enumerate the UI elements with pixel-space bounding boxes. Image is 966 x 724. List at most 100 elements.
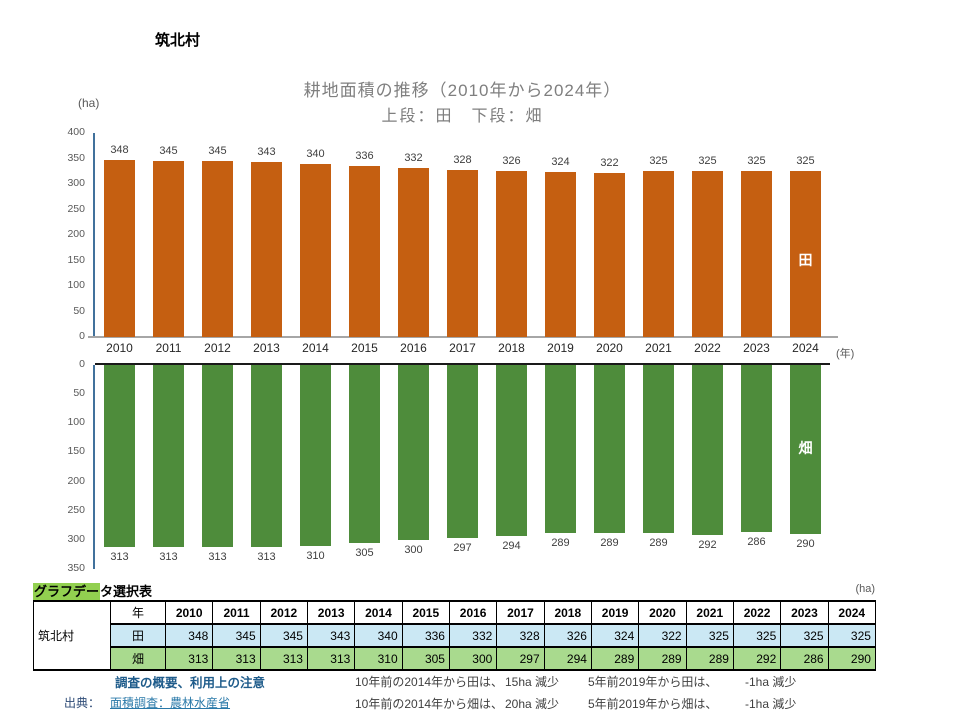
y-axis-tick-label: 400	[67, 126, 85, 138]
table-value-cell: 289	[638, 646, 687, 671]
bar-畑	[643, 365, 674, 534]
table-year-header-cell: 2024	[827, 600, 876, 625]
bar-畑	[251, 365, 282, 548]
x-axis-year-label: 2023	[743, 341, 770, 355]
table-year-header-cell: 2016	[448, 600, 498, 625]
bar-value-label: 313	[110, 551, 129, 564]
x-axis-year-label: 2018	[498, 341, 525, 355]
table-year-header-cell: 2018	[543, 600, 592, 625]
table-value-cell: 336	[401, 623, 450, 648]
x-axis-year-label: 2016	[400, 341, 427, 355]
bar-田	[202, 161, 233, 337]
table-year-header-cell: 2017	[496, 600, 545, 625]
bar-value-label: 297	[453, 542, 472, 555]
x-axis-year-label: 2010	[106, 341, 133, 355]
series-label-畑: 畑	[798, 440, 813, 456]
bar-畑	[202, 365, 233, 548]
bar-畑	[594, 365, 625, 534]
y-axis-tick-label: 100	[67, 416, 85, 429]
bar-畑	[496, 365, 527, 537]
bar-田	[692, 171, 723, 337]
y-axis-tick-label: 50	[73, 304, 85, 317]
table-value-cell: 289	[685, 646, 734, 671]
table-value-cell: 326	[543, 623, 592, 648]
table-row: 畑 313 313 313 313 310 305 300 297 294 289 289 289 292…	[33, 646, 876, 671]
bar-value-label: 313	[257, 551, 276, 564]
y-axis-tick-label: 50	[73, 387, 85, 400]
source-link[interactable]: 面積調査：農林水産省	[110, 696, 231, 710]
bar-value-label: 332	[404, 151, 423, 164]
table-region-cell: 筑北村	[33, 600, 111, 671]
table-value-cell: 292	[732, 646, 782, 671]
bar-value-label: 289	[551, 537, 570, 550]
table-value-cell: 313	[259, 646, 308, 671]
series-label-田: 田	[798, 252, 813, 268]
bar-value-label: 345	[159, 145, 178, 158]
change-note-text: -1ha 減少	[745, 697, 797, 711]
x-axis-unit-label: (年)	[836, 348, 855, 360]
bar-田	[153, 161, 184, 337]
bar-田	[741, 171, 772, 337]
bar-value-label: 305	[355, 546, 374, 559]
table-value-cell: 300	[448, 646, 498, 671]
bar-畑	[741, 365, 772, 532]
y-axis-line	[93, 365, 95, 569]
bar-value-label: 313	[208, 551, 227, 564]
table-series-label-cell: 田	[110, 623, 166, 648]
bar-田	[349, 165, 380, 337]
table-value-cell: 325	[827, 623, 876, 648]
y-axis-line	[93, 133, 95, 337]
bar-畑	[692, 365, 723, 536]
table-value-cell: 340	[354, 623, 403, 648]
table-value-cell: 305	[401, 646, 450, 671]
table-value-cell: 313	[306, 646, 356, 671]
source-label: 出典：	[64, 696, 101, 710]
bar-value-label: 328	[453, 153, 472, 166]
x-axis-year-label: 2024	[792, 341, 819, 355]
x-axis-year-label: 2019	[547, 341, 574, 355]
y-axis-tick-label: 150	[67, 253, 85, 266]
y-axis-unit-label: (ha)	[78, 96, 100, 110]
x-axis-year-label: 2013	[253, 341, 280, 355]
bar-畑	[349, 365, 380, 543]
table-value-cell: 325	[685, 623, 734, 648]
table-title: グラフデータ選択表	[33, 581, 152, 600]
bar-田	[594, 172, 625, 337]
table-title-rest: タ選択表	[100, 584, 153, 599]
y-axis-tick-label: 250	[67, 202, 85, 215]
survey-overview-link[interactable]: 調査の概要、利用上の注意	[115, 676, 266, 690]
bar-value-label: 300	[404, 543, 423, 556]
table-value-cell: 289	[590, 646, 640, 671]
table-year-header-cell: 2011	[212, 600, 261, 625]
chart-subtitle: 上段：田 下段：畑	[381, 108, 544, 125]
bar-value-label: 325	[698, 155, 717, 168]
y-axis-tick-label: 150	[67, 445, 85, 458]
bar-畑	[545, 365, 576, 534]
bar-value-label: 324	[551, 155, 570, 168]
bar-田	[104, 159, 135, 337]
table-row: 田 348 345 345 343 340 336 332 328 326 324 322 325 325…	[33, 623, 876, 648]
bar-value-label: 325	[747, 155, 766, 168]
bar-value-label: 310	[306, 549, 325, 562]
bar-value-label: 343	[257, 146, 276, 159]
table-value-cell: 345	[212, 623, 261, 648]
table-value-cell: 290	[827, 646, 876, 671]
x-axis-year-label: 2014	[302, 341, 329, 355]
bar-value-label: 289	[600, 537, 619, 550]
table-year-header-cell: 2010	[164, 600, 214, 625]
change-note-text: 15ha 減少	[505, 675, 560, 689]
table-value-cell: 343	[306, 623, 356, 648]
bar-畑	[398, 365, 429, 540]
graph-data-table-grid: 筑北村年 2010 2011 2012 2013 2014 2015 2016 2017 2018…	[33, 600, 876, 671]
y-axis-tick-label: 200	[67, 228, 85, 240]
bar-value-label: 326	[502, 154, 521, 167]
table-value-cell: 310	[354, 646, 403, 671]
table-value-cell: 348	[164, 623, 214, 648]
y-axis-tick-label: 300	[67, 532, 85, 545]
bar-田	[300, 163, 331, 337]
table-year-header-cell: 2022	[732, 600, 782, 625]
bar-value-label: 325	[796, 155, 815, 168]
chart-title: 耕地面積の推移（2010年から2024年）	[303, 81, 622, 100]
y-axis-tick-label: 350	[67, 562, 85, 574]
